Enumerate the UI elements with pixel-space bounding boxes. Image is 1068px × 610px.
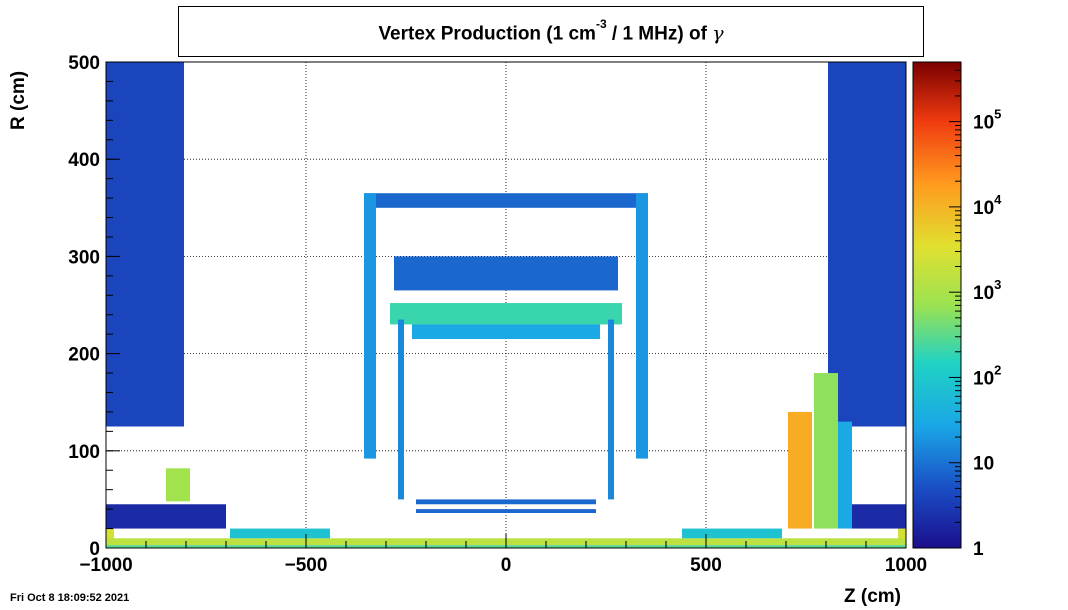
colorbar-tick-base: 10	[973, 198, 994, 219]
colorbar-tick-label: 1	[973, 539, 984, 560]
y-axis-label: R (cm)	[8, 70, 29, 130]
x-tick-label: −1000	[79, 555, 132, 576]
colorbar-tick-exponent: 2	[994, 362, 1001, 377]
heatmap-cell	[106, 62, 184, 427]
chart-title: Vertex Production (1 cm-3 / 1 MHz) of γ	[179, 17, 923, 45]
title-suffix: / 1 MHz) of	[611, 23, 707, 45]
title-box: Vertex Production (1 cm-3 / 1 MHz) of γ	[178, 6, 924, 57]
heatmap-cell	[106, 504, 226, 529]
y-axis: 0 100 200 300 400 500	[68, 53, 120, 560]
heatmap-cell	[608, 319, 614, 500]
heatmap-cell	[394, 256, 618, 291]
colorbar-tick-label: 102	[973, 362, 1001, 389]
title-superscript: -3	[595, 17, 607, 31]
heatmap-cell	[416, 499, 596, 505]
colorbar-tick-base: 10	[973, 113, 994, 134]
y-tick-label: 0	[89, 539, 100, 560]
heatmap-cell	[166, 468, 190, 502]
heatmap-cell	[364, 193, 648, 208]
colorbar-tick-label: 105	[973, 107, 1001, 134]
timestamp: Fri Oct 8 18:09:52 2021	[10, 592, 130, 604]
heatmap-cell	[416, 509, 596, 514]
x-axis-label: Z (cm)	[844, 586, 901, 607]
colorbar-tick-base: 10	[973, 368, 994, 389]
colorbar-tick-exponent: 3	[994, 277, 1001, 292]
heatmap-cell	[398, 319, 404, 500]
title-symbol: γ	[712, 22, 724, 45]
heatmap-cell	[814, 373, 838, 529]
colorbar-tick-exponent: 5	[994, 107, 1001, 122]
title-prefix: Vertex Production (1 cm	[378, 23, 596, 45]
colorbar-tick-label: 103	[973, 277, 1001, 304]
x-tick-label: 1000	[885, 555, 927, 576]
colorbar-tick-base: 10	[973, 454, 994, 475]
colorbar-tick-base: 10	[973, 283, 994, 304]
heatmap-cell	[852, 504, 906, 529]
x-axis: −1000 −500 0 500 1000	[79, 534, 927, 576]
y-tick-label: 400	[68, 150, 100, 171]
colorbar-tick-exponent: 4	[994, 192, 1002, 207]
y-tick-label: 300	[68, 247, 100, 268]
heatmap-cell	[230, 528, 330, 539]
heatmap-cell	[636, 193, 648, 459]
x-tick-label: −500	[285, 555, 328, 576]
heatmap-cell	[828, 62, 906, 427]
heatmap-cell	[364, 193, 376, 459]
heatmap-cell	[788, 411, 812, 529]
heatmap-cell	[412, 324, 600, 340]
y-tick-label: 200	[68, 345, 100, 366]
x-tick-label: 0	[501, 555, 512, 576]
heatmap-cell	[838, 421, 852, 529]
x-tick-label: 500	[690, 555, 722, 576]
heatmap-cell	[682, 528, 782, 539]
colorbar-tick-label: 104	[973, 192, 1002, 219]
colorbar	[912, 61, 962, 549]
colorbar-tick-base: 1	[973, 539, 984, 560]
heatmap-cell	[390, 303, 622, 325]
colorbar-tick-label: 10	[973, 454, 994, 475]
y-tick-label: 100	[68, 442, 100, 463]
y-tick-label: 500	[68, 53, 100, 74]
